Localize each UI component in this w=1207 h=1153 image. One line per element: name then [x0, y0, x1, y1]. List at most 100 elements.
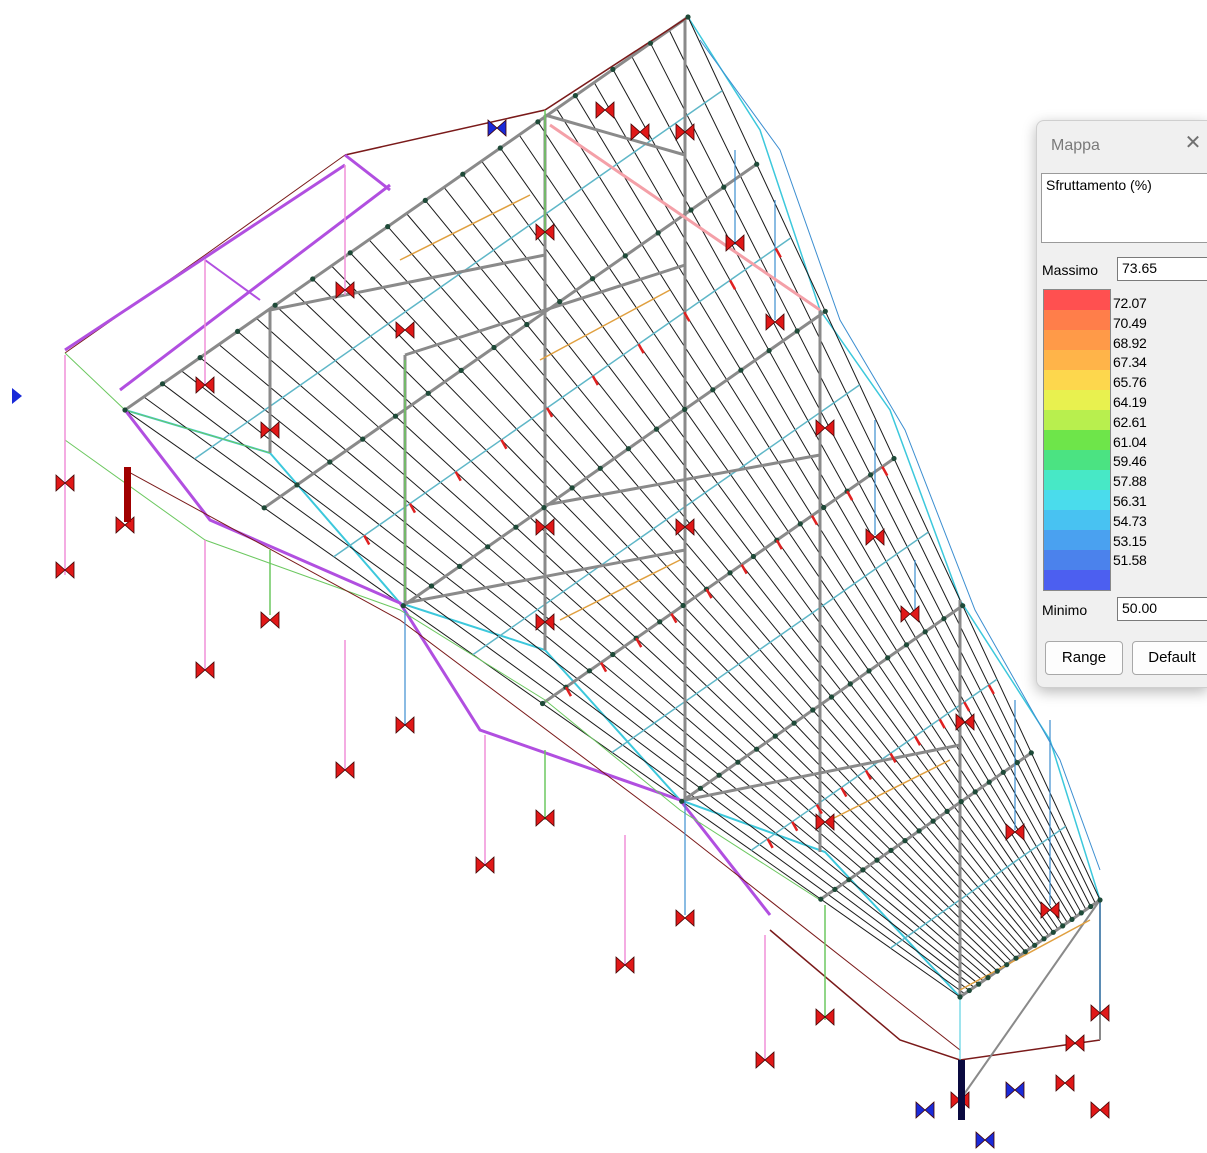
node	[400, 603, 406, 609]
load-arrow	[728, 279, 737, 290]
range-button[interactable]: Range	[1045, 641, 1123, 675]
load-arrow	[670, 613, 678, 624]
node	[750, 553, 757, 560]
node	[1088, 903, 1094, 910]
min-value-input[interactable]: 50.00	[1117, 597, 1207, 621]
support-symbol	[815, 813, 835, 831]
node	[625, 446, 632, 452]
brace	[544, 113, 686, 157]
secondary	[829, 759, 951, 821]
primary-beam	[263, 162, 758, 510]
support-symbol	[335, 761, 355, 779]
legend-swatch	[1044, 370, 1110, 390]
legend-swatch	[1044, 290, 1110, 310]
node	[821, 504, 827, 511]
node	[385, 224, 391, 230]
support-symbol	[755, 1051, 775, 1069]
support-symbol	[535, 223, 555, 241]
load-arrow	[881, 466, 889, 477]
node	[586, 668, 593, 674]
load-arrow	[913, 735, 922, 746]
node	[976, 981, 982, 987]
max-value-input[interactable]: 73.65	[1117, 257, 1207, 281]
load-arrow	[938, 718, 946, 729]
node	[960, 603, 966, 609]
node	[557, 299, 563, 305]
bracing	[123, 409, 772, 916]
node	[261, 505, 267, 511]
max-label: Massimo	[1042, 262, 1099, 278]
load-arrow	[774, 247, 782, 258]
node	[1014, 760, 1020, 766]
support-symbol	[535, 809, 555, 827]
support-symbol	[1005, 1081, 1025, 1099]
legend-tick-label: 61.04	[1113, 433, 1147, 450]
node	[860, 867, 866, 873]
load-arrow	[408, 502, 417, 514]
primary-beam	[819, 751, 1033, 901]
node	[957, 994, 963, 1000]
legend-swatch	[1044, 310, 1110, 330]
support-symbol	[725, 234, 745, 252]
brace	[959, 899, 1101, 1101]
load-arrow	[683, 311, 691, 322]
support-symbol	[535, 613, 555, 631]
brace	[684, 743, 961, 802]
legend-tick-label: 56.31	[1113, 493, 1147, 509]
legend-swatch	[1044, 430, 1110, 450]
node	[327, 459, 333, 465]
node	[902, 838, 908, 844]
load-arrow	[591, 375, 599, 386]
node	[772, 733, 778, 739]
node	[1060, 923, 1066, 929]
lower-beam	[64, 439, 821, 901]
support-symbol	[815, 419, 835, 437]
panel-title: Mappa	[1051, 137, 1100, 154]
node	[541, 505, 547, 511]
support-symbol	[675, 518, 695, 536]
node	[874, 857, 880, 863]
node	[657, 619, 663, 625]
support-symbol	[12, 388, 22, 404]
primary-beam	[402, 310, 827, 607]
support-symbol	[260, 421, 280, 439]
default-button[interactable]: Default	[1132, 641, 1207, 675]
node	[572, 93, 579, 99]
node	[1050, 929, 1056, 935]
node	[994, 968, 1000, 974]
node	[891, 455, 897, 462]
node	[680, 602, 686, 609]
brace	[404, 263, 686, 357]
node	[647, 40, 654, 46]
load-arrow	[500, 439, 508, 450]
load-arrow	[987, 684, 995, 695]
node	[847, 681, 853, 687]
close-icon[interactable]: ✕	[1184, 132, 1202, 154]
legend-tick-label: 54.73	[1113, 512, 1147, 529]
support-symbol	[630, 123, 650, 141]
support-symbol	[1055, 1074, 1075, 1092]
node	[922, 629, 928, 635]
node	[235, 328, 241, 334]
load-arrow	[864, 769, 873, 781]
node	[653, 426, 660, 432]
node	[985, 975, 991, 981]
support-symbol	[955, 713, 975, 731]
node	[818, 896, 824, 902]
eave-beam	[64, 352, 271, 454]
purlin-line	[472, 384, 861, 656]
node	[822, 308, 828, 314]
node	[916, 828, 922, 834]
result-quantity-field[interactable]: Sfruttamento (%)	[1041, 173, 1207, 243]
node	[986, 779, 992, 785]
legend-swatch	[1044, 530, 1110, 550]
node	[738, 367, 744, 373]
color-legend-bar	[1043, 289, 1111, 591]
legend-tick-label: 53.15	[1113, 532, 1147, 549]
node	[1097, 897, 1103, 903]
node	[1028, 750, 1034, 756]
node	[1000, 769, 1006, 775]
support-symbol	[865, 528, 885, 546]
node	[679, 798, 685, 804]
